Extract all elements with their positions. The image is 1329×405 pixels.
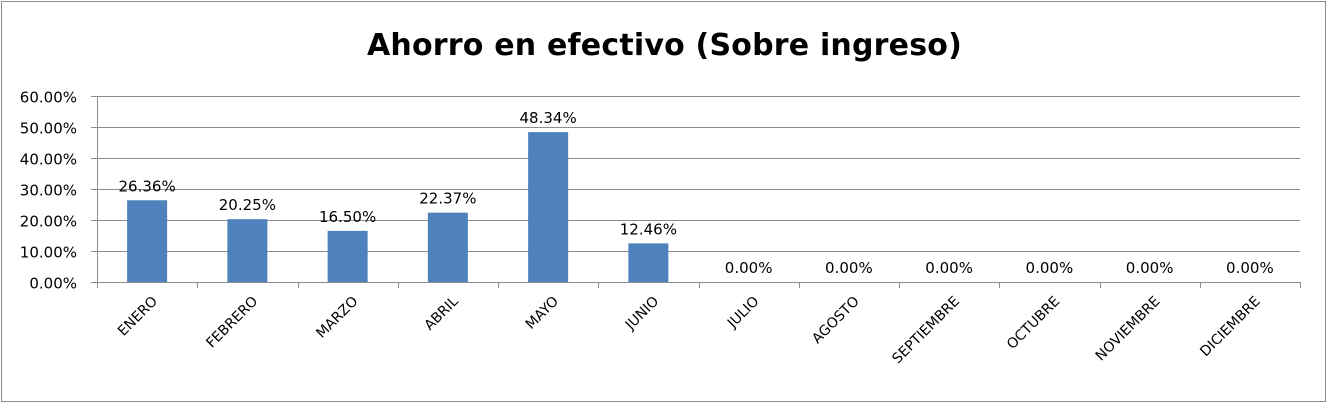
data-label: 0.00%: [1126, 259, 1174, 277]
data-label: 0.00%: [925, 259, 973, 277]
chart-title: Ahorro en efectivo (Sobre ingreso): [367, 28, 962, 63]
x-tick-label: AGOSTO: [809, 294, 863, 348]
gridlines: [91, 96, 1300, 283]
x-tick-label: DICIEMBRE: [1197, 294, 1263, 360]
data-label: 0.00%: [725, 259, 773, 277]
bar: [427, 212, 468, 282]
y-tick-label: 30.00%: [20, 182, 77, 200]
x-tick-label: JUNIO: [622, 294, 662, 334]
x-tick-label: MAYO: [523, 294, 562, 333]
x-tick-label: SEPTIEMBRE: [889, 294, 963, 368]
x-tick-label: OCTUBRE: [1004, 294, 1063, 353]
y-tick-label: 0.00%: [29, 275, 77, 293]
bar: [327, 230, 368, 282]
data-label: 16.50%: [319, 208, 376, 226]
bar: [628, 243, 669, 282]
bar: [127, 200, 168, 282]
x-tick-label: MARZO: [313, 294, 361, 342]
data-label: 0.00%: [1226, 259, 1274, 277]
x-tick-label: NOVIEMBRE: [1093, 294, 1164, 365]
y-tick-label: 10.00%: [20, 244, 77, 262]
x-tick-label: JULIO: [724, 294, 762, 332]
bars: [127, 132, 669, 282]
y-axis: 0.00% 10.00% 20.00% 30.00% 40.00% 50.00% 60.00…: [20, 89, 98, 293]
x-tick-label: ABRIL: [422, 293, 462, 333]
data-label: 0.00%: [825, 259, 873, 277]
x-tick-label: FEBRERO: [203, 294, 261, 352]
x-axis: ENERO FEBRERO MARZO ABRIL MAYO JUNIO JULIO AGOS…: [97, 282, 1301, 368]
bar: [528, 132, 569, 282]
y-tick-label: 40.00%: [20, 151, 77, 169]
y-tick-label: 20.00%: [20, 213, 77, 231]
data-label: 22.37%: [419, 190, 476, 208]
data-label: 12.46%: [620, 220, 677, 238]
data-label: 20.25%: [219, 196, 276, 214]
y-tick-label: 60.00%: [20, 89, 77, 107]
data-label: 26.36%: [119, 177, 176, 195]
bar: [227, 219, 268, 282]
data-label: 0.00%: [1026, 259, 1074, 277]
data-labels: 26.36% 20.25% 16.50% 22.37% 48.34% 12.46% 0.00…: [119, 109, 1274, 277]
data-label: 48.34%: [520, 109, 577, 127]
y-tick-label: 50.00%: [20, 120, 77, 138]
x-tick-label: ENERO: [115, 294, 161, 340]
